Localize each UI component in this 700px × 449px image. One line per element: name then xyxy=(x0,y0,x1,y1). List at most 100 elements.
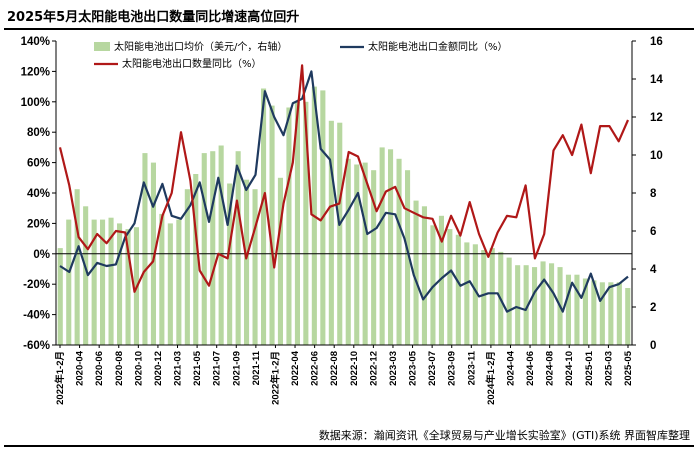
price-bar xyxy=(481,250,487,345)
chart-title: 2025年5月太阳能电池出口数量同比增速高位回升 xyxy=(7,10,300,25)
price-bar xyxy=(167,223,173,345)
x-tick-label: 2021-05 xyxy=(192,350,203,386)
value-yoy-line xyxy=(59,70,629,313)
legend-label-value: 太阳能电池出口金额同比（%） xyxy=(368,40,508,53)
right-tick-label: 4 xyxy=(650,264,657,276)
price-bar xyxy=(100,219,106,345)
legend-label-quantity: 太阳能电池出口数量同比（%） xyxy=(122,57,262,70)
price-bar xyxy=(303,101,309,345)
x-tick-label: 2025-05 xyxy=(623,350,634,386)
x-tick-label: 2022-04 xyxy=(290,350,301,386)
left-tick-label: 80% xyxy=(27,127,50,139)
legend-swatch-price xyxy=(94,42,110,51)
x-tick-label: 2022-08 xyxy=(329,351,340,386)
price-bar xyxy=(472,244,478,345)
price-bar xyxy=(261,88,267,345)
x-tick-label: 2024-06 xyxy=(525,351,536,386)
right-tick-label: 8 xyxy=(650,188,657,200)
price-bar xyxy=(277,177,283,345)
price-bar xyxy=(540,261,546,345)
price-bar xyxy=(210,151,216,345)
price-bar xyxy=(396,158,402,345)
x-tick-label: 2023-11 xyxy=(466,350,477,385)
left-tick-label: -40% xyxy=(23,310,50,322)
right-tick-label: 6 xyxy=(650,226,656,238)
right-tick-label: 16 xyxy=(650,36,663,48)
x-tick-label: 2025-01 xyxy=(584,350,595,386)
price-bar xyxy=(591,280,597,345)
price-bar xyxy=(523,265,529,345)
price-bar xyxy=(184,189,190,345)
price-bar xyxy=(625,288,631,345)
axes: -60% -40% -20% 0% 20% 40% 60% 80% 100% 120% 140% 0 2… xyxy=(21,36,664,405)
price-bar xyxy=(328,120,334,345)
x-tick-label: 2022年1-2月 xyxy=(54,351,66,405)
x-tick-label: 2022-10 xyxy=(349,351,360,386)
legend-label-price: 太阳能电池出口均价（美元/个，右轴） xyxy=(114,40,287,53)
price-bar xyxy=(159,213,165,345)
legend: 太阳能电池出口均价（美元/个，右轴） 太阳能电池出口金额同比（%） 太阳能电池出口数… xyxy=(94,40,508,70)
price-bar xyxy=(235,151,241,345)
price-bar xyxy=(117,223,123,345)
price-bar xyxy=(455,234,461,345)
x-tick-label: 2024-04 xyxy=(505,350,516,386)
price-bar xyxy=(269,105,275,345)
price-bar xyxy=(66,219,72,345)
x-tick-label: 2020-04 xyxy=(75,350,86,386)
price-bar xyxy=(506,257,512,345)
x-tick-label: 2023-07 xyxy=(427,351,438,386)
x-tick-label: 2021-11 xyxy=(251,350,262,385)
price-bar xyxy=(193,174,199,345)
left-tick-label: -60% xyxy=(23,340,50,352)
price-bar xyxy=(108,217,114,345)
price-bar xyxy=(515,265,521,345)
price-bar xyxy=(438,215,444,345)
price-bar xyxy=(599,282,605,345)
price-bar xyxy=(574,274,580,345)
x-tick-label: 2020-08 xyxy=(114,351,125,386)
price-bar xyxy=(57,248,63,345)
left-tick-label: 20% xyxy=(27,218,50,230)
quantity-yoy-line xyxy=(58,64,630,293)
bottom-divider xyxy=(4,445,694,447)
right-tick-label: 2 xyxy=(650,302,656,314)
x-tick-label: 2021-09 xyxy=(231,351,242,386)
price-bar xyxy=(616,282,622,345)
x-tick-label: 2021-07 xyxy=(212,351,223,386)
x-tick-label: 2022年1-2月 xyxy=(269,351,281,405)
x-tick-label: 2023-09 xyxy=(447,351,458,386)
right-tick-label: 10 xyxy=(650,150,663,162)
price-bar xyxy=(354,164,360,345)
x-tick-label: 2023-05 xyxy=(408,350,419,386)
price-bar xyxy=(447,229,453,345)
series-lines xyxy=(58,64,630,313)
price-bar xyxy=(337,122,343,345)
x-tick-label: 2022-06 xyxy=(310,351,321,386)
price-bar xyxy=(413,200,419,345)
price-bar xyxy=(294,101,300,345)
price-bar xyxy=(421,206,427,345)
title-divider xyxy=(4,28,694,30)
right-tick-label: 12 xyxy=(650,112,663,124)
left-tick-label: 140% xyxy=(21,36,50,48)
price-bar xyxy=(201,153,207,345)
price-bar xyxy=(464,242,470,345)
left-tick-label: 120% xyxy=(21,66,50,78)
price-bar xyxy=(371,170,377,345)
left-tick-label: -20% xyxy=(23,279,50,291)
x-tick-label: 2025-03 xyxy=(603,351,614,386)
price-bar xyxy=(74,189,80,345)
x-tick-label: 2022-12 xyxy=(368,351,379,386)
price-bar xyxy=(218,145,224,345)
left-tick-label: 40% xyxy=(27,188,50,200)
price-bar xyxy=(565,274,571,345)
right-tick-label: 0 xyxy=(650,340,656,352)
x-tick-label: 2020-10 xyxy=(133,351,144,386)
price-bar xyxy=(252,189,258,345)
price-bar xyxy=(176,219,182,345)
x-tick-label: 2023-03 xyxy=(388,351,399,386)
x-tick-label: 2024-08 xyxy=(545,351,556,386)
x-tick-label: 2024-10 xyxy=(564,351,575,386)
price-bar xyxy=(405,170,411,345)
